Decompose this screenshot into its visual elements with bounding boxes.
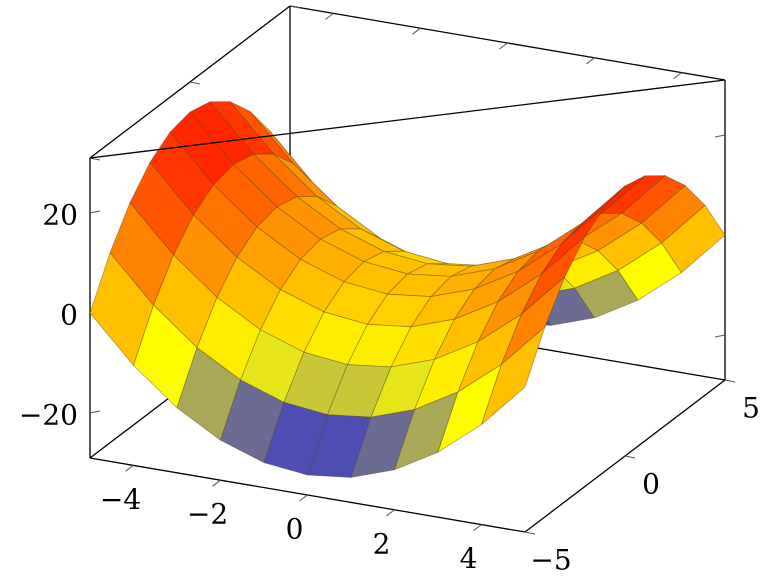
x-tick bbox=[299, 494, 308, 502]
y-tick bbox=[289, 5, 301, 9]
x-tick bbox=[212, 479, 221, 487]
z-tick bbox=[714, 334, 726, 338]
x-tick-label: 2 bbox=[373, 527, 391, 560]
x-tick-label: 0 bbox=[286, 513, 304, 546]
z-tick bbox=[714, 134, 726, 138]
surface-patch bbox=[660, 204, 726, 274]
x-tick-label: −2 bbox=[187, 498, 228, 531]
y-tick bbox=[724, 379, 736, 383]
surface-patch bbox=[501, 276, 566, 365]
z-tick-label: 20 bbox=[42, 199, 78, 232]
y-tick-label: −5 bbox=[530, 544, 571, 577]
x-tick bbox=[499, 42, 508, 50]
x-tick bbox=[125, 464, 134, 472]
surface-patch bbox=[480, 325, 546, 426]
z-tick bbox=[89, 410, 101, 414]
y-tick-label: 0 bbox=[642, 468, 660, 501]
z-tick bbox=[89, 210, 101, 214]
y-tick bbox=[624, 455, 636, 459]
x-tick bbox=[473, 524, 482, 531]
y-tick bbox=[524, 531, 536, 535]
y-tick-label: 5 bbox=[742, 392, 760, 425]
y-tick bbox=[189, 81, 201, 85]
z-tick-label: 0 bbox=[60, 299, 78, 332]
x-tick-label: 4 bbox=[460, 542, 478, 575]
x-tick bbox=[386, 509, 395, 517]
x-tick bbox=[673, 72, 682, 79]
surface-patch bbox=[521, 236, 586, 315]
box-edge bbox=[89, 79, 726, 159]
surface-patch bbox=[640, 184, 706, 244]
x-tick-label: −4 bbox=[100, 483, 141, 516]
surface bbox=[89, 101, 726, 478]
x-tick bbox=[412, 27, 421, 35]
z-tick-label: −20 bbox=[19, 399, 78, 432]
x-tick bbox=[586, 57, 595, 65]
x-tick bbox=[325, 12, 334, 20]
